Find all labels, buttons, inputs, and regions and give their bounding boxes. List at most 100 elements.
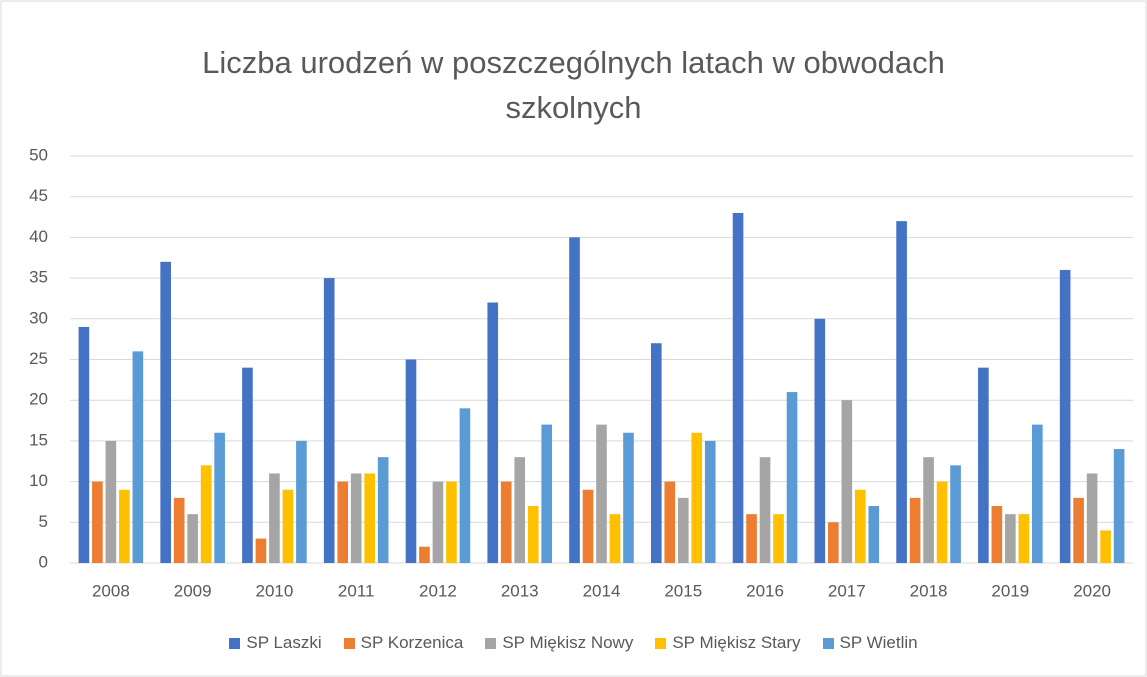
legend-label: SP Korzenica <box>360 633 464 652</box>
bar <box>1073 497 1084 563</box>
legend-label: SP Wietlin <box>839 633 918 652</box>
x-tick-label: 2014 <box>583 581 621 600</box>
bar <box>187 514 198 563</box>
bar <box>119 489 130 563</box>
bar <box>527 506 539 563</box>
bar <box>282 489 294 563</box>
legend-item: SP Laszki <box>229 633 322 653</box>
bar <box>704 440 716 563</box>
bar <box>160 261 171 563</box>
bar <box>732 212 744 564</box>
legend-swatch <box>485 637 497 649</box>
x-tick-label: 2019 <box>991 581 1029 600</box>
x-tick-label: 2017 <box>828 581 866 600</box>
y-tick-label: 45 <box>29 186 48 205</box>
bar <box>105 440 117 563</box>
chart-title: Liczba urodzeń w poszczególnych latach w… <box>202 45 945 125</box>
y-tick-label: 30 <box>29 308 48 327</box>
bar <box>596 424 607 563</box>
bar <box>746 514 757 563</box>
x-tick-label: 2020 <box>1073 581 1111 600</box>
bar <box>650 343 662 563</box>
bar <box>991 506 1003 563</box>
bar <box>909 497 921 563</box>
bar <box>323 278 335 563</box>
bar <box>1113 449 1125 563</box>
bar <box>92 481 103 563</box>
bar <box>609 514 621 563</box>
bar <box>936 481 948 563</box>
bar <box>364 473 375 563</box>
bar <box>78 326 90 563</box>
y-tick-label: 35 <box>29 268 48 287</box>
bar <box>337 481 349 563</box>
x-tick-label: 2012 <box>419 581 457 600</box>
bar <box>405 359 417 563</box>
bar <box>296 440 307 563</box>
bar <box>432 481 444 563</box>
bar <box>446 481 457 563</box>
bar <box>173 497 185 563</box>
bar <box>623 432 634 563</box>
bar <box>978 367 989 563</box>
bar <box>841 400 853 563</box>
bar <box>1032 424 1043 563</box>
bar <box>582 489 594 563</box>
bar <box>200 465 212 563</box>
legend-label: SP Miękisz Stary <box>672 633 801 652</box>
bar <box>950 465 961 563</box>
legend-swatch <box>229 637 241 649</box>
bar <box>541 424 553 563</box>
bar <box>814 318 826 563</box>
bar <box>1018 514 1030 563</box>
y-tick-label: 25 <box>29 349 48 368</box>
bar <box>896 221 907 563</box>
bar <box>677 497 689 563</box>
legend: SP Laszki SP Korzenica SP Miękisz Nowy SP M… <box>0 633 1147 653</box>
bar <box>1059 269 1071 563</box>
bar <box>786 392 798 563</box>
y-tick-label: 50 <box>29 145 48 164</box>
bar <box>1100 530 1111 563</box>
x-tick-label: 2013 <box>501 581 539 600</box>
bar <box>350 473 362 563</box>
bar <box>377 457 389 563</box>
legend-label: SP Laszki <box>246 633 322 652</box>
bar <box>487 302 499 563</box>
x-tick-label: 2010 <box>256 581 294 600</box>
bar <box>664 481 676 563</box>
y-tick-label: 5 <box>39 512 48 531</box>
bar <box>828 522 839 563</box>
bar <box>269 473 280 563</box>
x-tick-label: 2018 <box>910 581 948 600</box>
legend-item: SP Miękisz Stary <box>655 633 801 653</box>
bar <box>214 432 225 563</box>
bar <box>500 481 512 563</box>
legend-swatch <box>343 637 355 649</box>
bar <box>1005 514 1016 563</box>
bar <box>691 432 703 563</box>
legend-swatch <box>822 637 834 649</box>
bar <box>1086 473 1098 563</box>
bar <box>459 408 471 563</box>
y-tick-label: 40 <box>29 227 48 246</box>
y-tick-label: 0 <box>39 552 48 571</box>
x-tick-label: 2008 <box>92 581 130 600</box>
x-tick-label: 2009 <box>174 581 212 600</box>
bar <box>854 489 866 563</box>
bar <box>868 506 880 563</box>
y-tick-label: 10 <box>29 471 48 490</box>
bar <box>569 237 580 563</box>
bar <box>419 546 430 563</box>
x-tick-label: 2011 <box>338 581 375 600</box>
bar <box>759 457 771 563</box>
bar <box>773 514 784 563</box>
legend-label: SP Miękisz Nowy <box>502 633 634 652</box>
bar <box>242 367 253 563</box>
bar <box>132 351 144 563</box>
bar <box>255 538 267 563</box>
legend-item: SP Miękisz Nowy <box>485 633 633 653</box>
bar <box>514 457 526 563</box>
